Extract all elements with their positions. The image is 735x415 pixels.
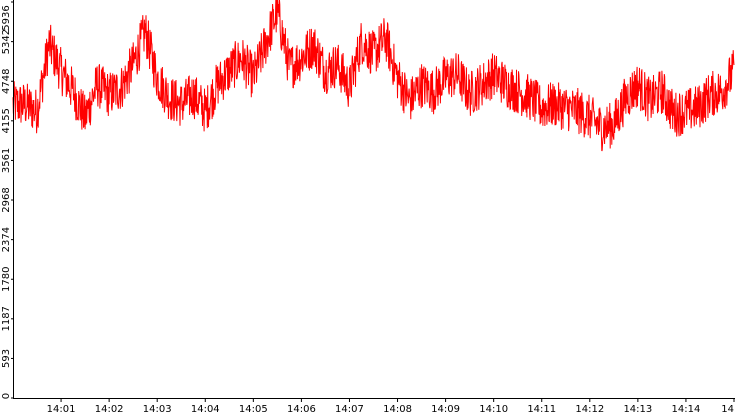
x-tick-label: 14:08 [383, 404, 412, 415]
y-tick-label: 2968 [1, 187, 12, 212]
x-tick-label: 14:12 [575, 404, 604, 415]
x-tick-label: 14:07 [335, 404, 364, 415]
y-tick-label: 5342 [1, 29, 12, 54]
y-tick-label: 5936 [1, 5, 12, 30]
series-line [12, 0, 735, 152]
y-tick-label: 4748 [1, 69, 12, 94]
x-tick-label: 14:11 [527, 404, 556, 415]
x-tick-label: 14 [721, 404, 734, 415]
x-axis-ticks: 14:01 14:02 14:03 14:04 14:05 14:06 14:07 14:08… [47, 398, 735, 415]
x-tick-label: 14:01 [47, 404, 76, 415]
x-tick-label: 14:02 [95, 404, 124, 415]
y-tick-label: 3561 [1, 148, 12, 173]
y-tick-label: 1187 [1, 306, 12, 331]
y-tick-label: 4155 [1, 108, 12, 133]
y-tick-label: 1780 [1, 267, 12, 292]
x-tick-label: 14:06 [287, 404, 316, 415]
x-tick-label: 14:13 [623, 404, 652, 415]
x-tick-label: 14:09 [431, 404, 460, 415]
y-tick-label: 593 [1, 349, 12, 368]
y-tick-label: 0 [1, 393, 12, 399]
y-tick-label: 2374 [1, 227, 12, 252]
x-tick-label: 14:03 [143, 404, 172, 415]
x-tick-label: 14:04 [191, 404, 220, 415]
x-tick-label: 14:10 [479, 404, 508, 415]
plot-area [12, 0, 735, 152]
x-tick-label: 14:05 [239, 404, 268, 415]
x-tick-label: 14:14 [672, 404, 701, 415]
